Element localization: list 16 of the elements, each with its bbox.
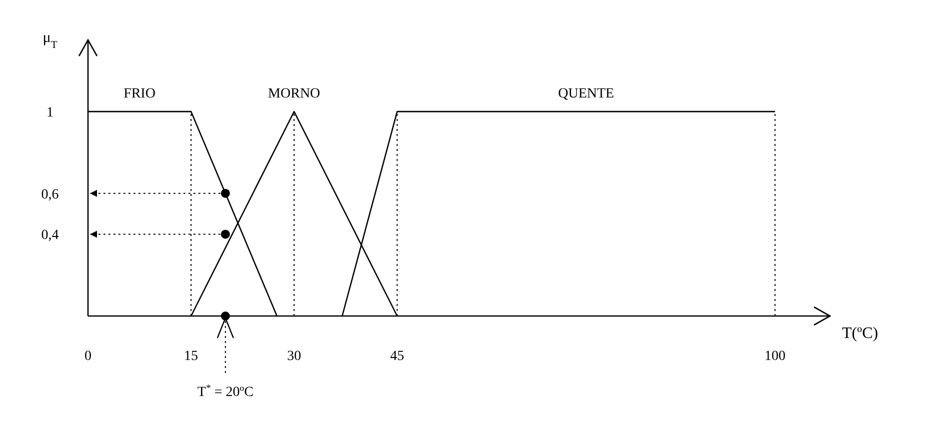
y-tick-label: 0,4 <box>41 228 59 244</box>
y-tick-label: 1 <box>46 106 54 121</box>
series-label: MORNO <box>268 86 320 102</box>
y-axis-title: μ$_{T}$ <box>42 30 58 50</box>
series-label: FRIO <box>124 86 156 102</box>
ref-line-label: T$^{*}$ = 20ºC <box>197 382 254 400</box>
x-tick-label: 15 <box>184 349 198 364</box>
x-axis-title: T(ºC) <box>842 325 878 342</box>
series-label: QUENTE <box>558 86 614 102</box>
y-tick-label: 0,6 <box>41 187 59 202</box>
x-tick-label: 0 <box>84 349 92 364</box>
x-tick-label: 45 <box>390 349 404 364</box>
point <box>220 230 230 239</box>
x-tick-label: 100 <box>764 349 786 364</box>
x-tick-label: 30 <box>287 349 302 364</box>
point <box>220 188 230 198</box>
